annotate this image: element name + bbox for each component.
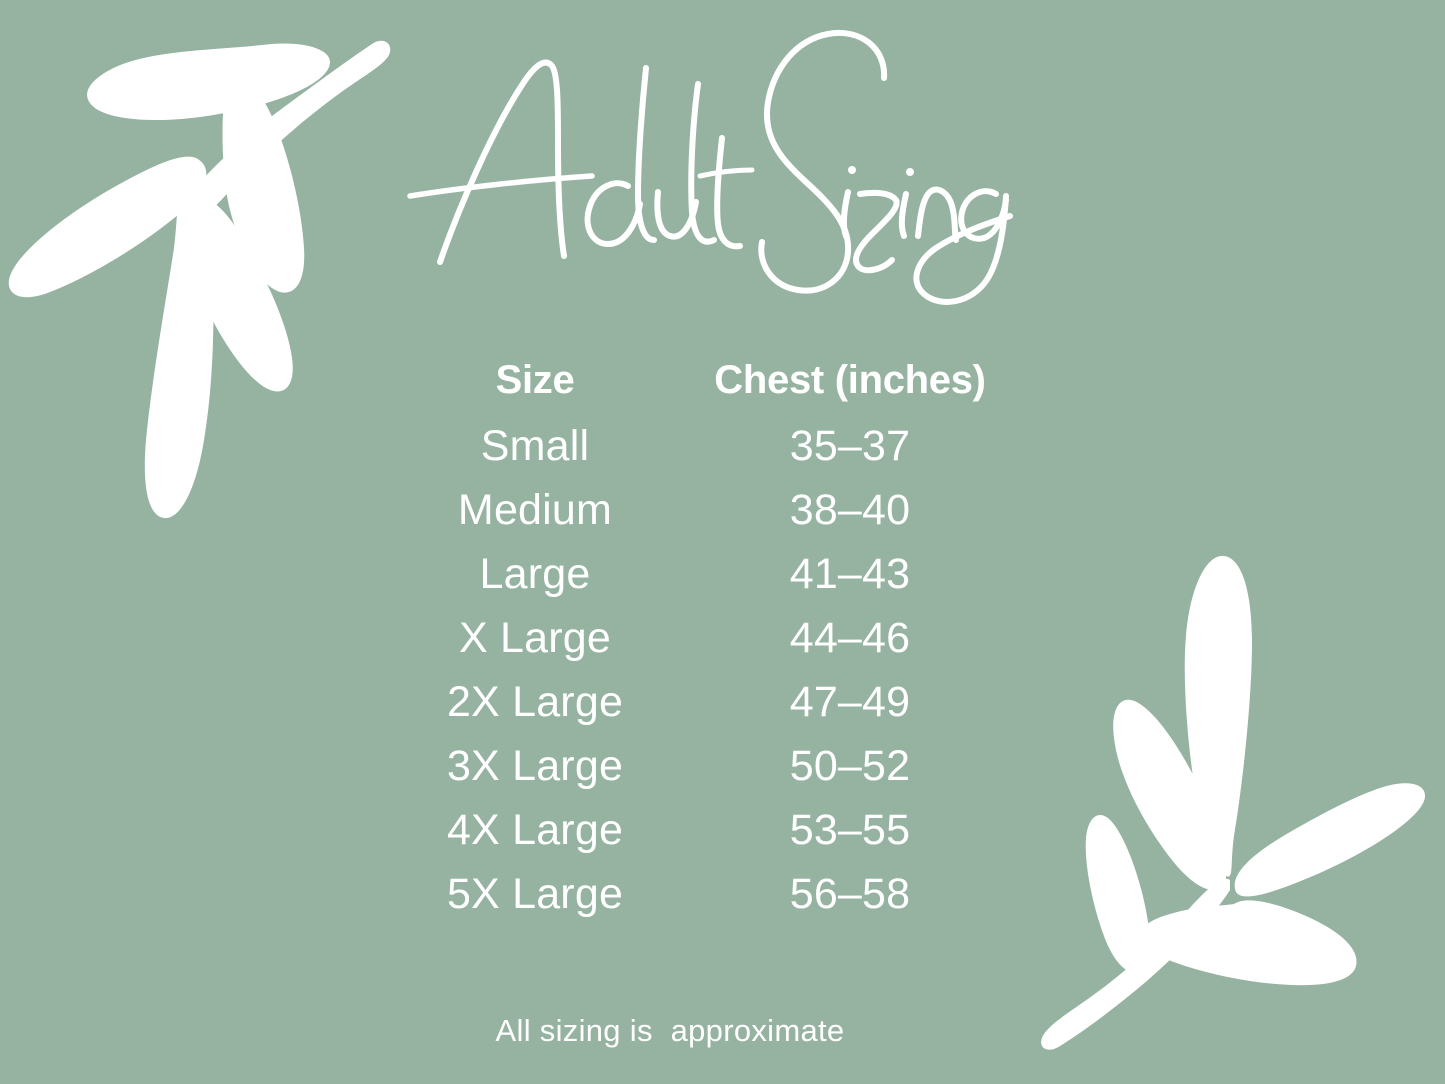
cell-chest: 56–58 bbox=[789, 870, 911, 918]
cell-chest: 50–52 bbox=[789, 742, 911, 790]
cell-size: 2X Large bbox=[446, 678, 624, 726]
page-title: Adult Sizing bbox=[400, 10, 1050, 310]
table-row: 2X Large 47–49 bbox=[410, 678, 1040, 742]
cell-size: Small bbox=[480, 422, 590, 470]
cell-chest: 53–55 bbox=[789, 806, 911, 854]
cell-chest: 44–46 bbox=[789, 614, 911, 662]
table-row: Small 35–37 bbox=[410, 422, 1040, 486]
table-row: 4X Large 53–55 bbox=[410, 806, 1040, 870]
table-row: 3X Large 50–52 bbox=[410, 742, 1040, 806]
footer-note: All sizing is approximate bbox=[495, 1013, 845, 1048]
cell-chest: 38–40 bbox=[789, 486, 911, 534]
cell-size: Large bbox=[479, 550, 591, 598]
column-header-size: Size bbox=[495, 358, 575, 402]
table-header-row: Size Chest (inches) bbox=[410, 358, 1040, 422]
table-row: Large 41–43 bbox=[410, 550, 1040, 614]
leaf-sprig-icon bbox=[0, 0, 420, 560]
size-chart-table: Size Chest (inches) Small 35–37 Medium 3… bbox=[410, 358, 1040, 934]
cell-size: X Large bbox=[458, 614, 611, 662]
cell-chest: 47–49 bbox=[789, 678, 911, 726]
cell-chest: 41–43 bbox=[789, 550, 911, 598]
cell-chest: 35–37 bbox=[789, 422, 911, 470]
table-row: X Large 44–46 bbox=[410, 614, 1040, 678]
cell-size: 3X Large bbox=[446, 742, 624, 790]
cell-size: 4X Large bbox=[446, 806, 624, 854]
leaf-sprig-icon bbox=[1030, 540, 1445, 1084]
table-row: 5X Large 56–58 bbox=[410, 870, 1040, 934]
table-row: Medium 38–40 bbox=[410, 486, 1040, 550]
cell-size: 5X Large bbox=[446, 870, 624, 918]
column-header-chest: Chest (inches) bbox=[714, 358, 986, 402]
cell-size: Medium bbox=[457, 486, 613, 534]
